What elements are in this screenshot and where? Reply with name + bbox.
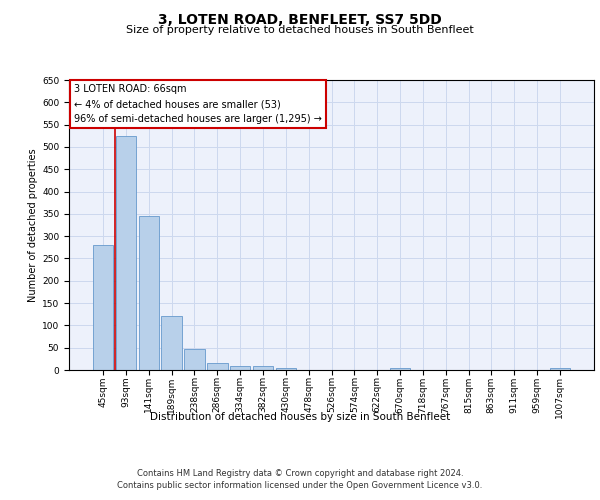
Text: 3 LOTEN ROAD: 66sqm
← 4% of detached houses are smaller (53)
96% of semi-detache: 3 LOTEN ROAD: 66sqm ← 4% of detached hou… [74, 84, 322, 124]
Text: Size of property relative to detached houses in South Benfleet: Size of property relative to detached ho… [126, 25, 474, 35]
Text: Distribution of detached houses by size in South Benfleet: Distribution of detached houses by size … [150, 412, 450, 422]
Bar [207, 364, 227, 370]
Text: Contains HM Land Registry data © Crown copyright and database right 2024.: Contains HM Land Registry data © Crown c… [137, 468, 463, 477]
Bar [116, 136, 136, 370]
Bar [550, 368, 570, 370]
Bar [275, 368, 296, 370]
Text: Contains public sector information licensed under the Open Government Licence v3: Contains public sector information licen… [118, 481, 482, 490]
Bar [184, 349, 205, 370]
Bar [161, 316, 182, 370]
Bar [93, 245, 113, 370]
Bar [230, 366, 250, 370]
Bar [253, 366, 273, 370]
Bar [139, 216, 159, 370]
Y-axis label: Number of detached properties: Number of detached properties [28, 148, 38, 302]
Bar [390, 368, 410, 370]
Text: 3, LOTEN ROAD, BENFLEET, SS7 5DD: 3, LOTEN ROAD, BENFLEET, SS7 5DD [158, 12, 442, 26]
